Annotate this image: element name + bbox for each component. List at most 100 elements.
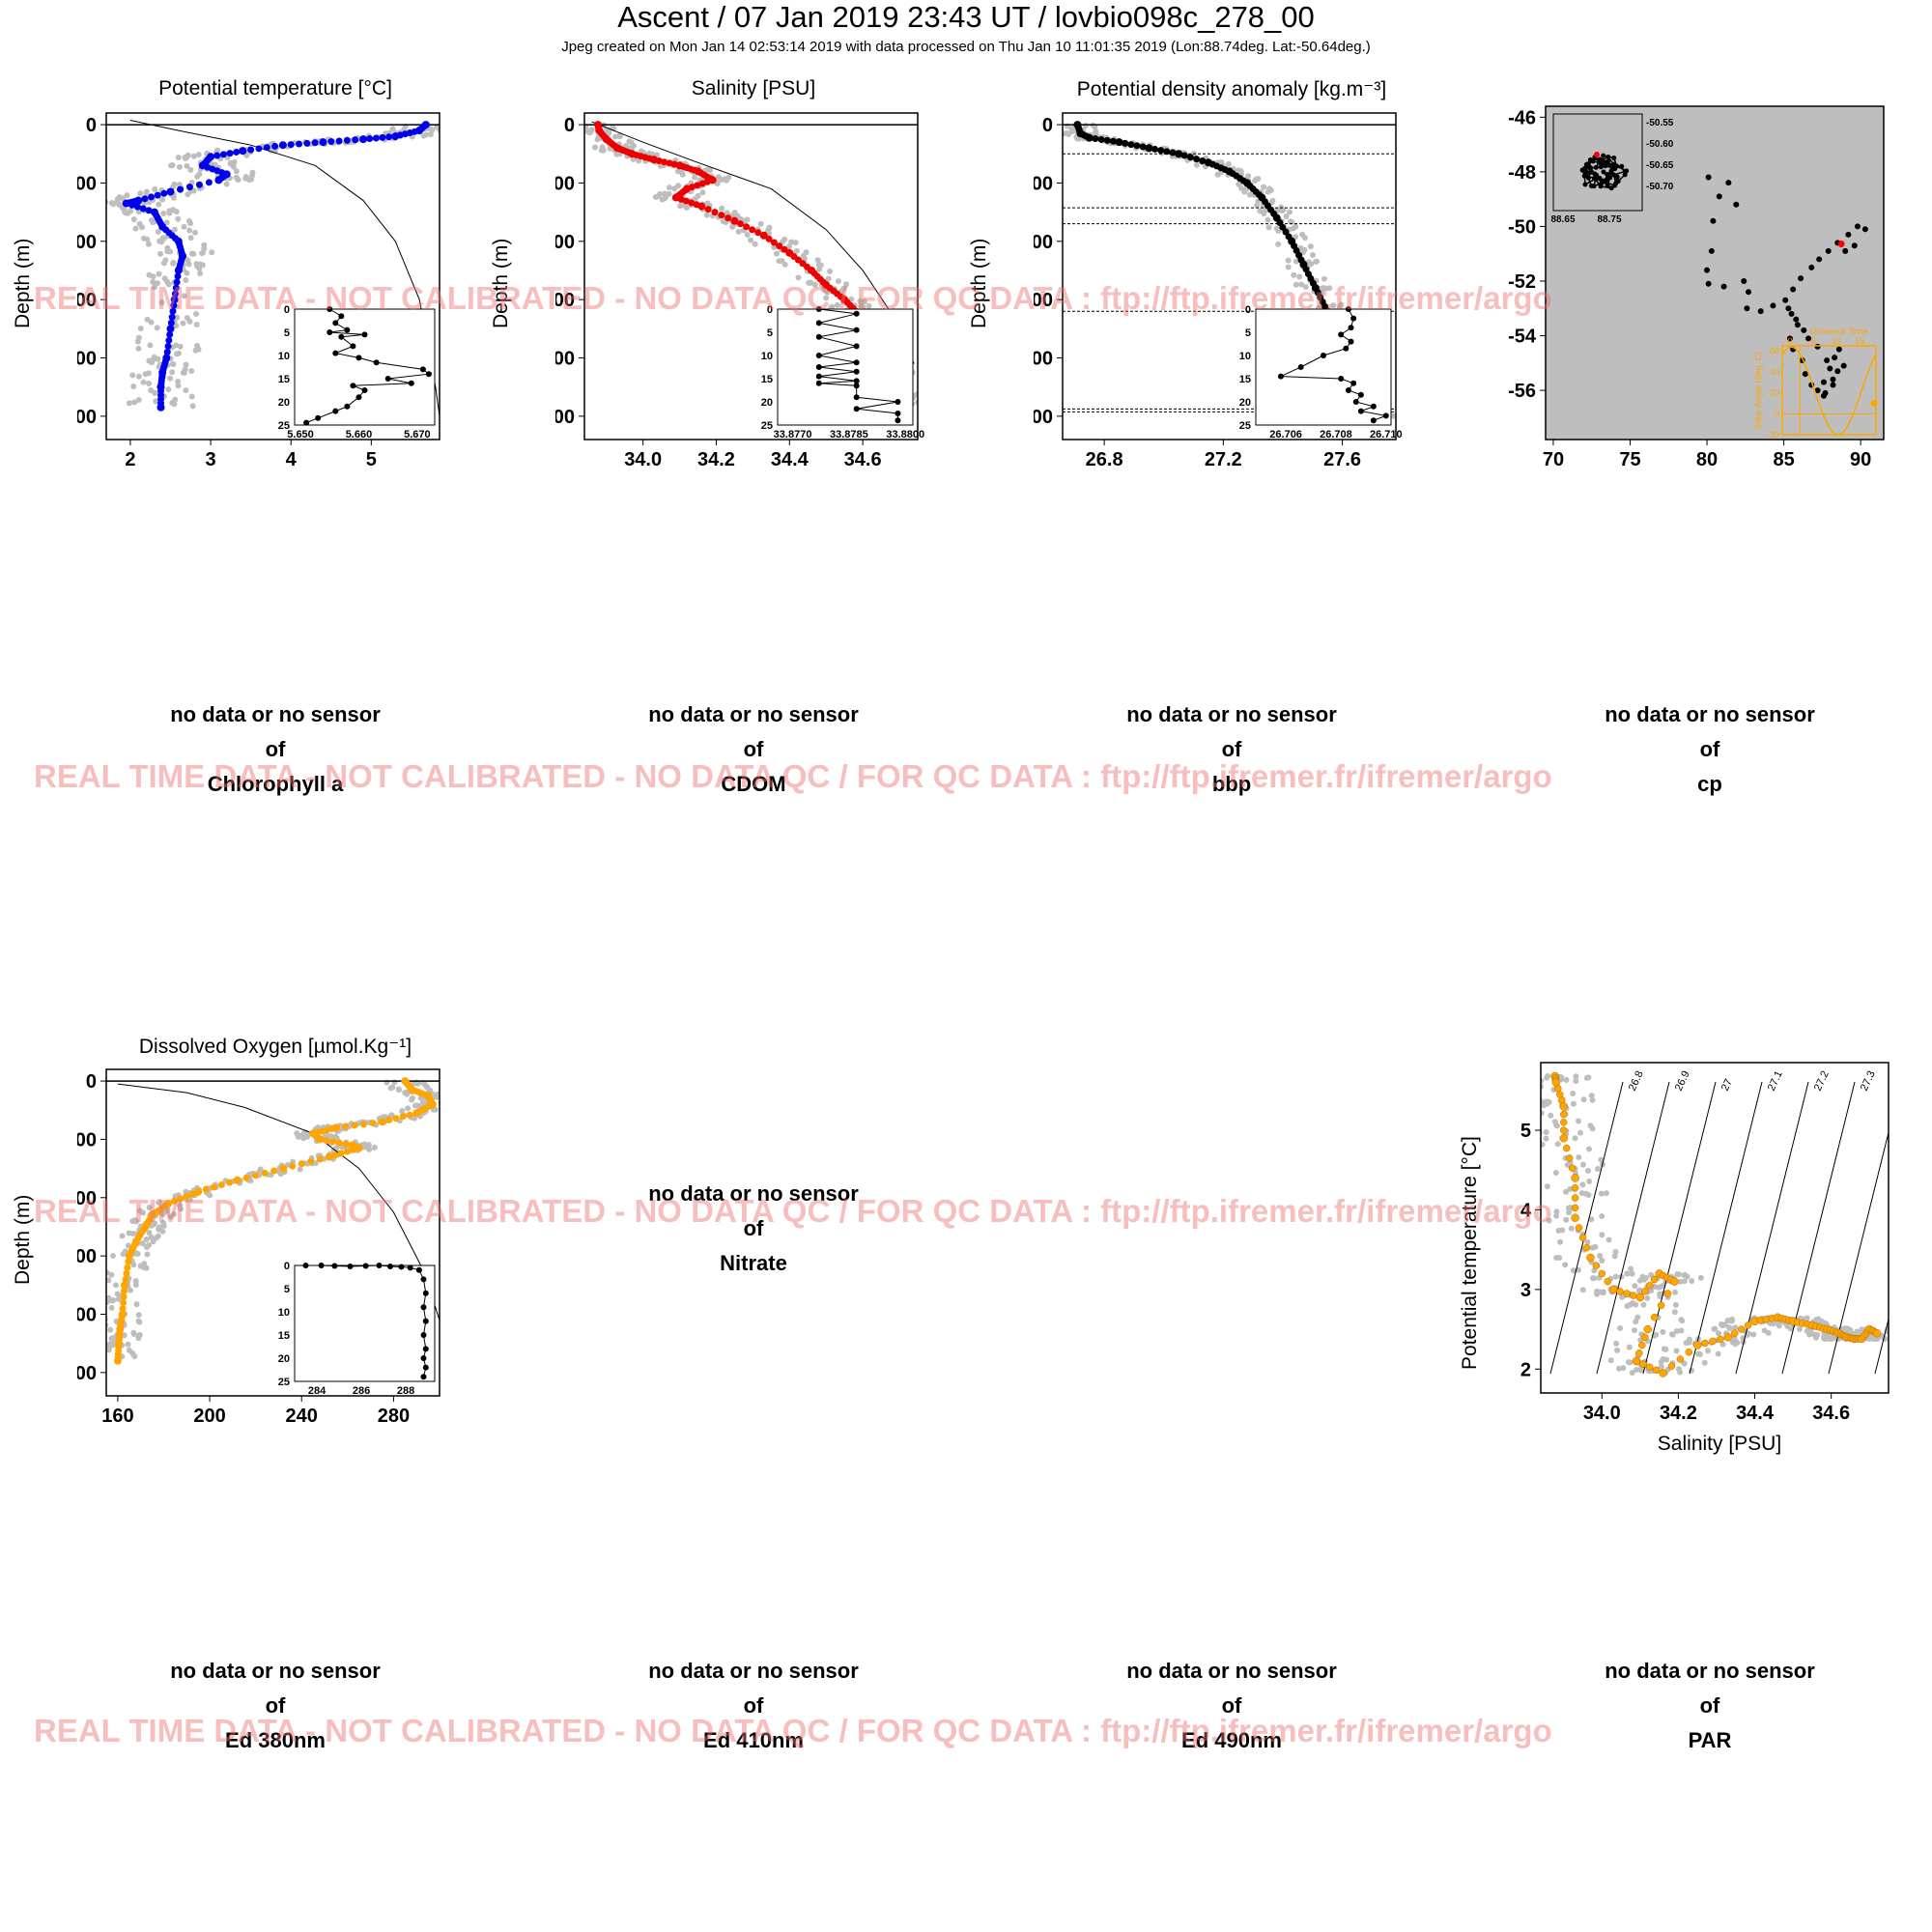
inset-point [350,343,356,350]
background-profile-point [1890,1328,1893,1334]
background-profile-point [786,243,793,250]
background-profile-point [788,239,795,245]
data-point [412,1109,421,1118]
background-profile-point [1805,1331,1812,1338]
background-profile-point [107,1326,114,1333]
background-profile-point [1544,1183,1550,1190]
background-profile-point [1636,1287,1643,1293]
background-profile-point [1704,1348,1711,1354]
y-tick-label: -46 [1508,107,1536,128]
inset-point [373,359,380,366]
data-point [406,1111,413,1119]
data-point [743,223,751,231]
inset-y-tick-label: 5 [284,327,290,339]
inset-point [1350,315,1357,322]
inset-point [338,313,345,320]
plot-frame [1062,112,1397,440]
nodata-line1: no data or no sensor [1605,1659,1815,1683]
background-profile-point [181,223,187,230]
data-point [226,1179,234,1186]
background-profile-point [1784,1322,1791,1329]
inset-point [1350,380,1357,386]
nodata-line2: of [265,1693,286,1718]
background-profile-point [1678,1317,1685,1323]
background-profile-point [1796,1325,1803,1332]
data-point [252,1172,260,1179]
y-tick-label: 600 [555,290,575,311]
x-tick-label: 34.4 [771,449,810,470]
data-point [1639,1360,1647,1368]
trajectory-point [1786,335,1793,342]
temperature-panel-title: Potential temperature [°C] [158,77,392,99]
background-profile-point [1648,1287,1655,1293]
background-profile-point [150,1238,156,1245]
y-tick-label: 800 [77,349,97,370]
trajectory-point [1825,247,1832,254]
background-profile-point [155,355,161,362]
background-profile-point [427,131,434,138]
background-profile-point [146,271,153,278]
background-profile-point [173,323,180,329]
background-profile-point [1586,1146,1593,1152]
background-profile-point [108,1304,115,1311]
data-point [167,319,175,327]
data-point [1582,1243,1591,1252]
data-point [697,202,706,211]
data-point [1199,156,1207,164]
background-profile-point [167,375,174,382]
background-profile-point [1629,1369,1635,1376]
background-profile-point [1603,1190,1609,1197]
background-profile-point [146,1229,153,1236]
background-profile-point [1859,1326,1865,1333]
background-profile-point [829,303,836,310]
data-point [677,195,685,203]
data-point [125,1252,133,1261]
data-point [163,348,171,355]
temperature-profile-chart: 0 200 400 600 800 1000 2 3 4 5 0 5 10 15 20 255.650 5.66… [77,112,440,470]
background-profile-point [1562,1262,1569,1268]
inset-point [327,329,333,335]
background-profile-point [1632,1283,1638,1290]
trajectory-point [1757,308,1764,315]
background-profile-point [806,279,812,286]
background-profile-point [654,193,661,200]
inset-point [853,327,860,333]
data-point [210,1183,217,1191]
background-profile-point [143,1236,150,1242]
background-profile-point [1269,197,1276,204]
background-profile-point [124,192,130,199]
sun-inset-frame [1781,345,1877,436]
background-profile-point [1265,224,1272,231]
data-point [1635,1350,1643,1357]
background-profile-point [126,400,132,407]
data-point [1186,154,1194,161]
inset-point [415,1266,422,1273]
inset-point [853,406,860,412]
inset-x-tick-label: 33.8770 [774,429,812,440]
background-profile-point [143,1243,150,1250]
nodata-line2: of [1699,1693,1720,1718]
background-profile-point [600,147,607,154]
inset-point [327,306,333,312]
background-profile-point [1245,173,1252,180]
y-tick-label: 0 [86,1071,97,1093]
data-point [1676,1355,1685,1363]
background-profile-point [126,1347,132,1353]
inset-y-tick-label: 20 [1239,397,1251,409]
y-tick-label: 800 [1034,349,1053,370]
background-profile-point [1309,251,1316,258]
y-tick-label: -56 [1508,381,1536,402]
data-point [279,1164,288,1173]
background-profile-point [1565,1205,1572,1211]
data-point [1145,144,1153,153]
data-point [335,137,343,145]
background-profile-point [707,167,714,174]
background-profile-point [183,277,189,284]
trajectory-point [1820,392,1827,399]
background-profile-point [1669,1331,1676,1338]
data-point [1586,1253,1595,1263]
inset-y-tick-label: 20 [761,397,773,409]
y-tick-label: 3 [1520,1280,1531,1301]
background-profile-point [1673,1348,1680,1354]
inset-point [420,1355,427,1361]
